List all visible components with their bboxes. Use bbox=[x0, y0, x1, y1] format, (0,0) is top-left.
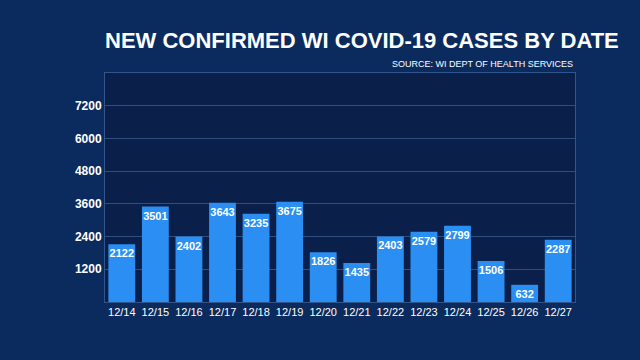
svg-text:SOURCE: WI DEPT OF HEALTH SERV: SOURCE: WI DEPT OF HEALTH SERVICES bbox=[392, 59, 573, 69]
svg-text:NEW CONFIRMED WI COVID-19 CASE: NEW CONFIRMED WI COVID-19 CASES BY DATE bbox=[105, 28, 619, 53]
svg-text:1200: 1200 bbox=[75, 262, 102, 276]
svg-text:12/19: 12/19 bbox=[276, 306, 304, 318]
svg-text:12/14: 12/14 bbox=[108, 306, 136, 318]
svg-text:3600: 3600 bbox=[75, 197, 102, 211]
svg-text:1435: 1435 bbox=[345, 266, 369, 278]
svg-text:12/15: 12/15 bbox=[142, 306, 170, 318]
svg-text:12/17: 12/17 bbox=[209, 306, 237, 318]
svg-text:12/21: 12/21 bbox=[343, 306, 371, 318]
svg-text:632: 632 bbox=[515, 288, 533, 300]
svg-text:12/20: 12/20 bbox=[309, 306, 337, 318]
svg-text:2579: 2579 bbox=[412, 235, 436, 247]
svg-text:12/25: 12/25 bbox=[477, 306, 505, 318]
svg-text:12/18: 12/18 bbox=[242, 306, 270, 318]
svg-text:2799: 2799 bbox=[445, 229, 469, 241]
svg-text:2122: 2122 bbox=[110, 247, 134, 259]
svg-text:7200: 7200 bbox=[75, 99, 102, 113]
svg-text:3235: 3235 bbox=[244, 217, 268, 229]
svg-text:12/24: 12/24 bbox=[444, 306, 472, 318]
svg-text:12/26: 12/26 bbox=[511, 306, 539, 318]
svg-text:3501: 3501 bbox=[143, 210, 167, 222]
svg-text:12/27: 12/27 bbox=[544, 306, 572, 318]
svg-text:12/16: 12/16 bbox=[175, 306, 203, 318]
svg-text:2400: 2400 bbox=[75, 230, 102, 244]
svg-text:3675: 3675 bbox=[277, 205, 301, 217]
svg-text:12/22: 12/22 bbox=[377, 306, 405, 318]
svg-text:2287: 2287 bbox=[546, 243, 570, 255]
svg-text:6000: 6000 bbox=[75, 132, 102, 146]
svg-text:4800: 4800 bbox=[75, 164, 102, 178]
svg-text:1506: 1506 bbox=[479, 264, 503, 276]
svg-text:1826: 1826 bbox=[311, 255, 335, 267]
svg-text:12/23: 12/23 bbox=[410, 306, 438, 318]
svg-text:2403: 2403 bbox=[378, 239, 402, 251]
svg-text:3643: 3643 bbox=[210, 206, 234, 218]
svg-text:2402: 2402 bbox=[177, 240, 201, 252]
